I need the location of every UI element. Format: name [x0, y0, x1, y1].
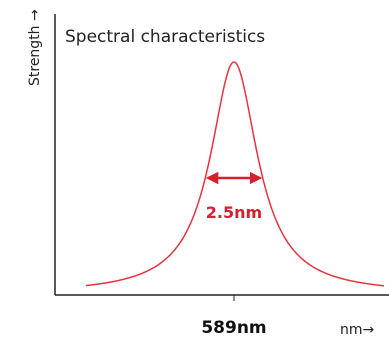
chart-title: Spectral characteristics — [65, 27, 265, 47]
x-axis-label: nm→ — [340, 322, 375, 338]
y-axis-label: Strength → — [27, 9, 43, 86]
x-tick-label-589nm: 589nm — [201, 318, 266, 338]
spectrum-line — [85, 61, 385, 287]
fwhm-label: 2.5nm — [206, 203, 262, 222]
